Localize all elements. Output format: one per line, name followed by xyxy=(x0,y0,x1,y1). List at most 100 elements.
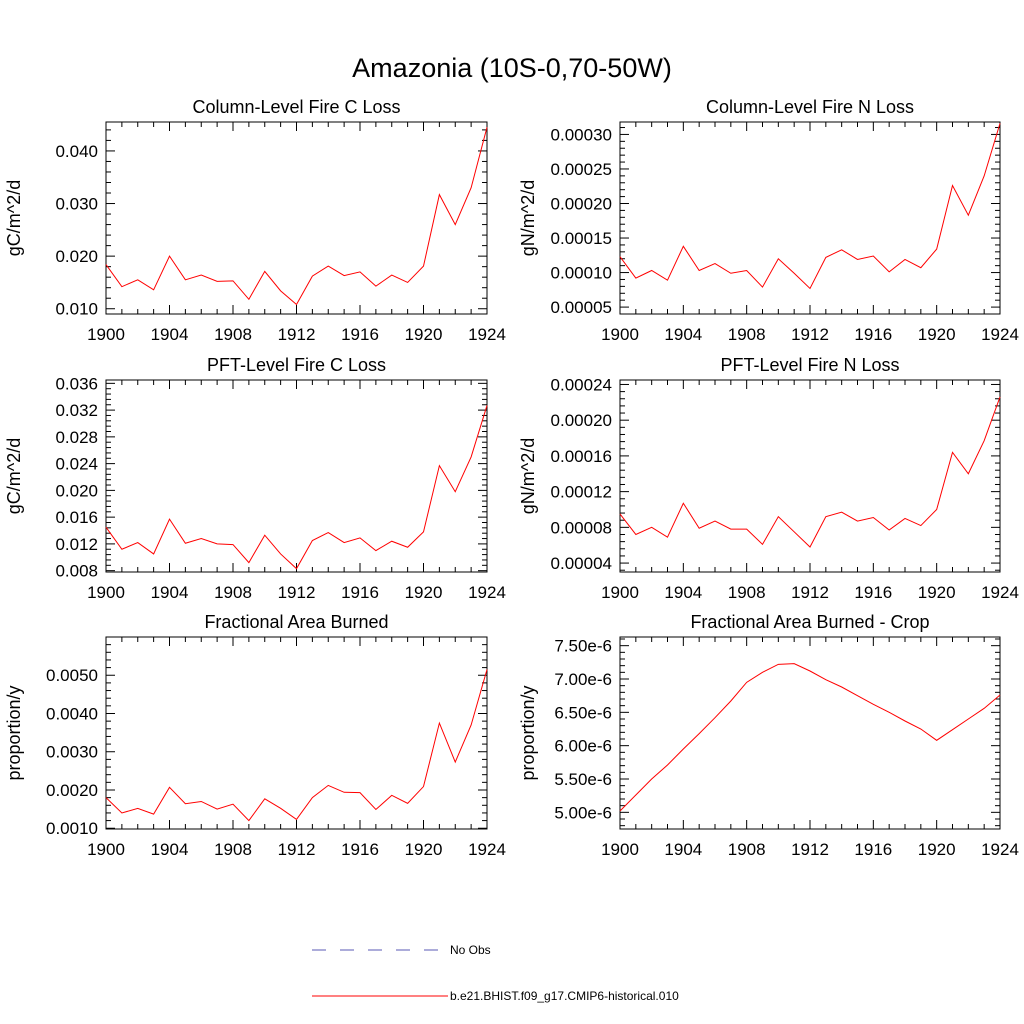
x-tick-label: 1916 xyxy=(854,583,892,602)
y-tick-label: 0.0050 xyxy=(46,666,98,685)
x-tick-label: 1912 xyxy=(791,583,829,602)
y-tick-label: 0.0040 xyxy=(46,704,98,723)
x-tick-label: 1920 xyxy=(405,325,443,344)
x-tick-label: 1908 xyxy=(214,840,252,859)
panel-3: 1900 1904 1908 1912 1916 1920 1924 0.008 0.012 0.… xyxy=(4,355,506,602)
y-tick-label: 0.00025 xyxy=(551,160,612,179)
x-tick-label: 1920 xyxy=(405,583,443,602)
panel-2: 1900 1904 1908 1912 1916 1920 1924 0.00005 0.000… xyxy=(518,97,1019,344)
y-tick-label: 0.016 xyxy=(55,508,98,527)
y-tick-label: 0.00020 xyxy=(551,194,612,213)
y-tick-label: 0.00004 xyxy=(551,554,612,573)
x-tick-label: 1908 xyxy=(728,840,766,859)
x-tick-label: 1904 xyxy=(664,840,702,859)
y-tick-label: 0.0010 xyxy=(46,819,98,838)
series-line xyxy=(105,127,488,306)
series-line xyxy=(619,663,1001,812)
y-tick-label: 0.020 xyxy=(55,247,98,266)
y-tick-label: 0.00005 xyxy=(551,298,612,317)
x-tick-label: 1900 xyxy=(601,840,639,859)
x-tick-label: 1924 xyxy=(981,325,1019,344)
y-axis-title: gN/m^2/d xyxy=(518,180,538,256)
panels: 1900 1904 1908 1912 1916 1920 1924 0.010 0.020 0.… xyxy=(4,97,1019,859)
y-axis-title: gN/m^2/d xyxy=(518,438,538,514)
x-tick-label: 1916 xyxy=(854,325,892,344)
y-tick-label: 7.00e-6 xyxy=(554,670,612,689)
x-tick-label: 1916 xyxy=(341,840,379,859)
x-tick-label: 1924 xyxy=(468,325,506,344)
x-tick-label: 1900 xyxy=(87,840,125,859)
y-tick-label: 0.028 xyxy=(55,428,98,447)
y-tick-label: 6.50e-6 xyxy=(554,703,612,722)
y-tick-label: 0.00016 xyxy=(551,447,612,466)
x-tick-label: 1908 xyxy=(214,325,252,344)
y-tick-label: 0.030 xyxy=(55,195,98,214)
x-tick-label: 1904 xyxy=(664,583,702,602)
x-tick-label: 1908 xyxy=(214,583,252,602)
series-line xyxy=(105,669,488,822)
y-axis-title: gC/m^2/d xyxy=(4,180,24,256)
x-tick-label: 1924 xyxy=(468,840,506,859)
y-tick-label: 6.00e-6 xyxy=(554,737,612,756)
y-tick-label: 0.00012 xyxy=(551,483,612,502)
x-tick-label: 1920 xyxy=(918,840,956,859)
panel-5: 1900 1904 1908 1912 1916 1920 1924 0.0010 0.0020… xyxy=(4,612,506,859)
y-tick-label: 0.00020 xyxy=(551,411,612,430)
panel-title: PFT-Level Fire N Loss xyxy=(720,355,899,375)
x-tick-label: 1920 xyxy=(405,840,443,859)
panel-6: 1900 1904 1908 1912 1916 1920 1924 5.00e-6 5.50e… xyxy=(518,612,1019,859)
y-tick-label: 7.50e-6 xyxy=(554,637,612,656)
x-tick-label: 1904 xyxy=(151,840,189,859)
y-tick-label: 0.032 xyxy=(55,401,98,420)
x-tick-label: 1916 xyxy=(854,840,892,859)
panel-title: PFT-Level Fire C Loss xyxy=(207,355,386,375)
series-line xyxy=(105,405,488,570)
y-tick-label: 0.036 xyxy=(55,374,98,393)
y-tick-label: 0.0020 xyxy=(46,781,98,800)
x-tick-label: 1904 xyxy=(151,325,189,344)
x-tick-label: 1900 xyxy=(601,325,639,344)
y-tick-label: 5.50e-6 xyxy=(554,770,612,789)
x-tick-label: 1912 xyxy=(791,325,829,344)
legend-label-model: b.e21.BHIST.f09_g17.CMIP6-historical.010 xyxy=(450,989,679,1003)
x-tick-label: 1912 xyxy=(791,840,829,859)
y-tick-label: 0.008 xyxy=(55,562,98,581)
y-tick-label: 0.00010 xyxy=(551,264,612,283)
panel-title: Column-Level Fire C Loss xyxy=(192,97,400,117)
y-tick-label: 0.00015 xyxy=(551,229,612,248)
panel-4: 1900 1904 1908 1912 1916 1920 1924 0.00004 0.000… xyxy=(518,355,1019,602)
figure-title: Amazonia (10S-0,70-50W) xyxy=(352,53,672,83)
panel-title: Fractional Area Burned xyxy=(204,612,388,632)
y-tick-label: 0.00030 xyxy=(551,125,612,144)
x-tick-label: 1912 xyxy=(278,583,316,602)
panel-title: Fractional Area Burned - Crop xyxy=(690,612,929,632)
x-tick-label: 1904 xyxy=(664,325,702,344)
x-tick-label: 1908 xyxy=(728,325,766,344)
x-tick-label: 1912 xyxy=(278,325,316,344)
x-tick-label: 1900 xyxy=(87,583,125,602)
x-tick-label: 1924 xyxy=(468,583,506,602)
y-tick-label: 0.020 xyxy=(55,481,98,500)
y-tick-label: 0.00024 xyxy=(551,375,612,394)
panel-1: 1900 1904 1908 1912 1916 1920 1924 0.010 0.020 0.… xyxy=(4,97,506,344)
y-axis-title: proportion/y xyxy=(518,685,538,780)
x-tick-label: 1904 xyxy=(151,583,189,602)
y-tick-label: 5.00e-6 xyxy=(554,803,612,822)
x-tick-label: 1920 xyxy=(918,325,956,344)
y-tick-label: 0.012 xyxy=(55,535,98,554)
legend-label-no-obs: No Obs xyxy=(450,943,491,957)
x-tick-label: 1900 xyxy=(601,583,639,602)
x-tick-label: 1912 xyxy=(278,840,316,859)
x-tick-label: 1916 xyxy=(341,325,379,344)
y-axis-title: proportion/y xyxy=(4,685,24,780)
x-tick-label: 1916 xyxy=(341,583,379,602)
x-tick-label: 1924 xyxy=(981,840,1019,859)
series-line xyxy=(619,396,1001,548)
panel-title: Column-Level Fire N Loss xyxy=(706,97,914,117)
x-tick-label: 1908 xyxy=(728,583,766,602)
y-tick-label: 0.024 xyxy=(55,455,98,474)
legend: No Obs b.e21.BHIST.f09_g17.CMIP6-histori… xyxy=(312,943,679,1003)
y-tick-label: 0.00008 xyxy=(551,518,612,537)
